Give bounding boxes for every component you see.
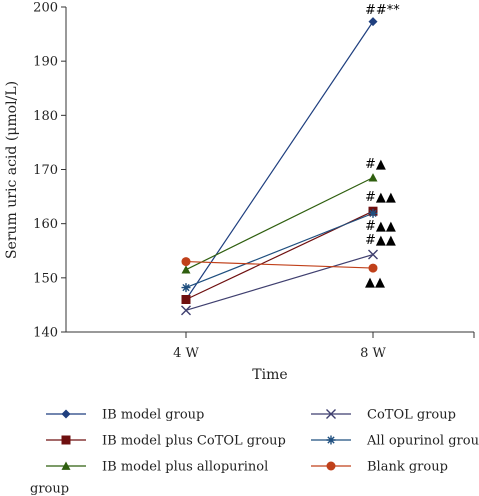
legend-marker-x bbox=[326, 409, 336, 419]
data-point-diamond bbox=[368, 17, 378, 27]
y-tick-label: 200 bbox=[33, 1, 58, 16]
series-line bbox=[185, 253, 374, 311]
legend-label: IB model plus CoTOL group bbox=[102, 434, 286, 449]
significance-annotation: #▲▲ bbox=[365, 190, 396, 205]
legend-marker-circle bbox=[326, 461, 336, 471]
series-line bbox=[185, 21, 374, 300]
y-ticks: 140 150 160 170 180 190 200 bbox=[33, 1, 66, 341]
data-point-triangle bbox=[181, 265, 191, 274]
y-tick-label: 150 bbox=[33, 271, 58, 286]
y-tick-label: 180 bbox=[33, 109, 58, 124]
y-tick-label: 140 bbox=[33, 326, 58, 341]
legend-label-line: IB model plus allopurinol bbox=[102, 460, 268, 475]
legend-label: All opurinol group bbox=[366, 434, 479, 449]
legend-label-line: group bbox=[30, 482, 69, 496]
legend-label: Blank group bbox=[367, 460, 448, 475]
x-axis-title: Time bbox=[252, 367, 287, 383]
data-point-circle bbox=[181, 257, 191, 267]
legend-item: IB model group bbox=[46, 408, 204, 423]
legend-item: IB model plus allopurinol group bbox=[30, 460, 268, 496]
x-tick-label: 8 W bbox=[360, 346, 386, 361]
legend-marker-diamond bbox=[61, 409, 71, 419]
data-point-x bbox=[181, 305, 191, 316]
legend-item: Blank group bbox=[311, 460, 448, 475]
significance-annotation: ▲▲ bbox=[365, 275, 385, 290]
y-tick-label: 190 bbox=[33, 55, 58, 70]
x-ticks: 4 W 8 W bbox=[173, 332, 475, 361]
data-point-triangle bbox=[368, 173, 378, 182]
series-line bbox=[185, 260, 374, 269]
legend-marker-asterisk bbox=[326, 435, 336, 445]
legend-label: IB model plus allopurinol group bbox=[30, 460, 268, 496]
significance-annotation: #▲▲ bbox=[365, 233, 396, 248]
significance-annotation: #▲ bbox=[365, 157, 386, 172]
legend: IB model group CoTOL group IB model plus C… bbox=[30, 408, 479, 496]
y-axis-title: Serum uric acid (μmol/L) bbox=[4, 81, 20, 259]
series-lines bbox=[185, 21, 374, 311]
significance-annotation: ##** bbox=[365, 3, 400, 18]
series-markers bbox=[181, 17, 378, 316]
series-line bbox=[185, 177, 374, 271]
legend-marker-triangle bbox=[61, 461, 71, 470]
data-point-square bbox=[181, 295, 191, 304]
y-tick-label: 160 bbox=[33, 217, 58, 232]
annotations: ##**#▲▲#▲▲#▲▲#▲▲▲ bbox=[365, 3, 400, 290]
legend-label: CoTOL group bbox=[367, 408, 456, 423]
data-point-asterisk bbox=[368, 208, 378, 218]
legend-item: All opurinol group bbox=[311, 434, 479, 449]
data-point-circle bbox=[368, 263, 378, 273]
data-point-asterisk bbox=[181, 283, 191, 293]
series-line bbox=[185, 212, 374, 289]
axes bbox=[65, 7, 474, 333]
legend-marker-square bbox=[61, 435, 71, 445]
legend-label: IB model group bbox=[102, 408, 204, 423]
x-tick-label: 4 W bbox=[173, 346, 199, 361]
data-point-x bbox=[368, 249, 378, 260]
significance-annotation: #▲▲ bbox=[365, 219, 396, 234]
y-tick-label: 170 bbox=[33, 163, 58, 178]
legend-item: IB model plus CoTOL group bbox=[46, 434, 286, 449]
legend-item: CoTOL group bbox=[311, 408, 456, 423]
